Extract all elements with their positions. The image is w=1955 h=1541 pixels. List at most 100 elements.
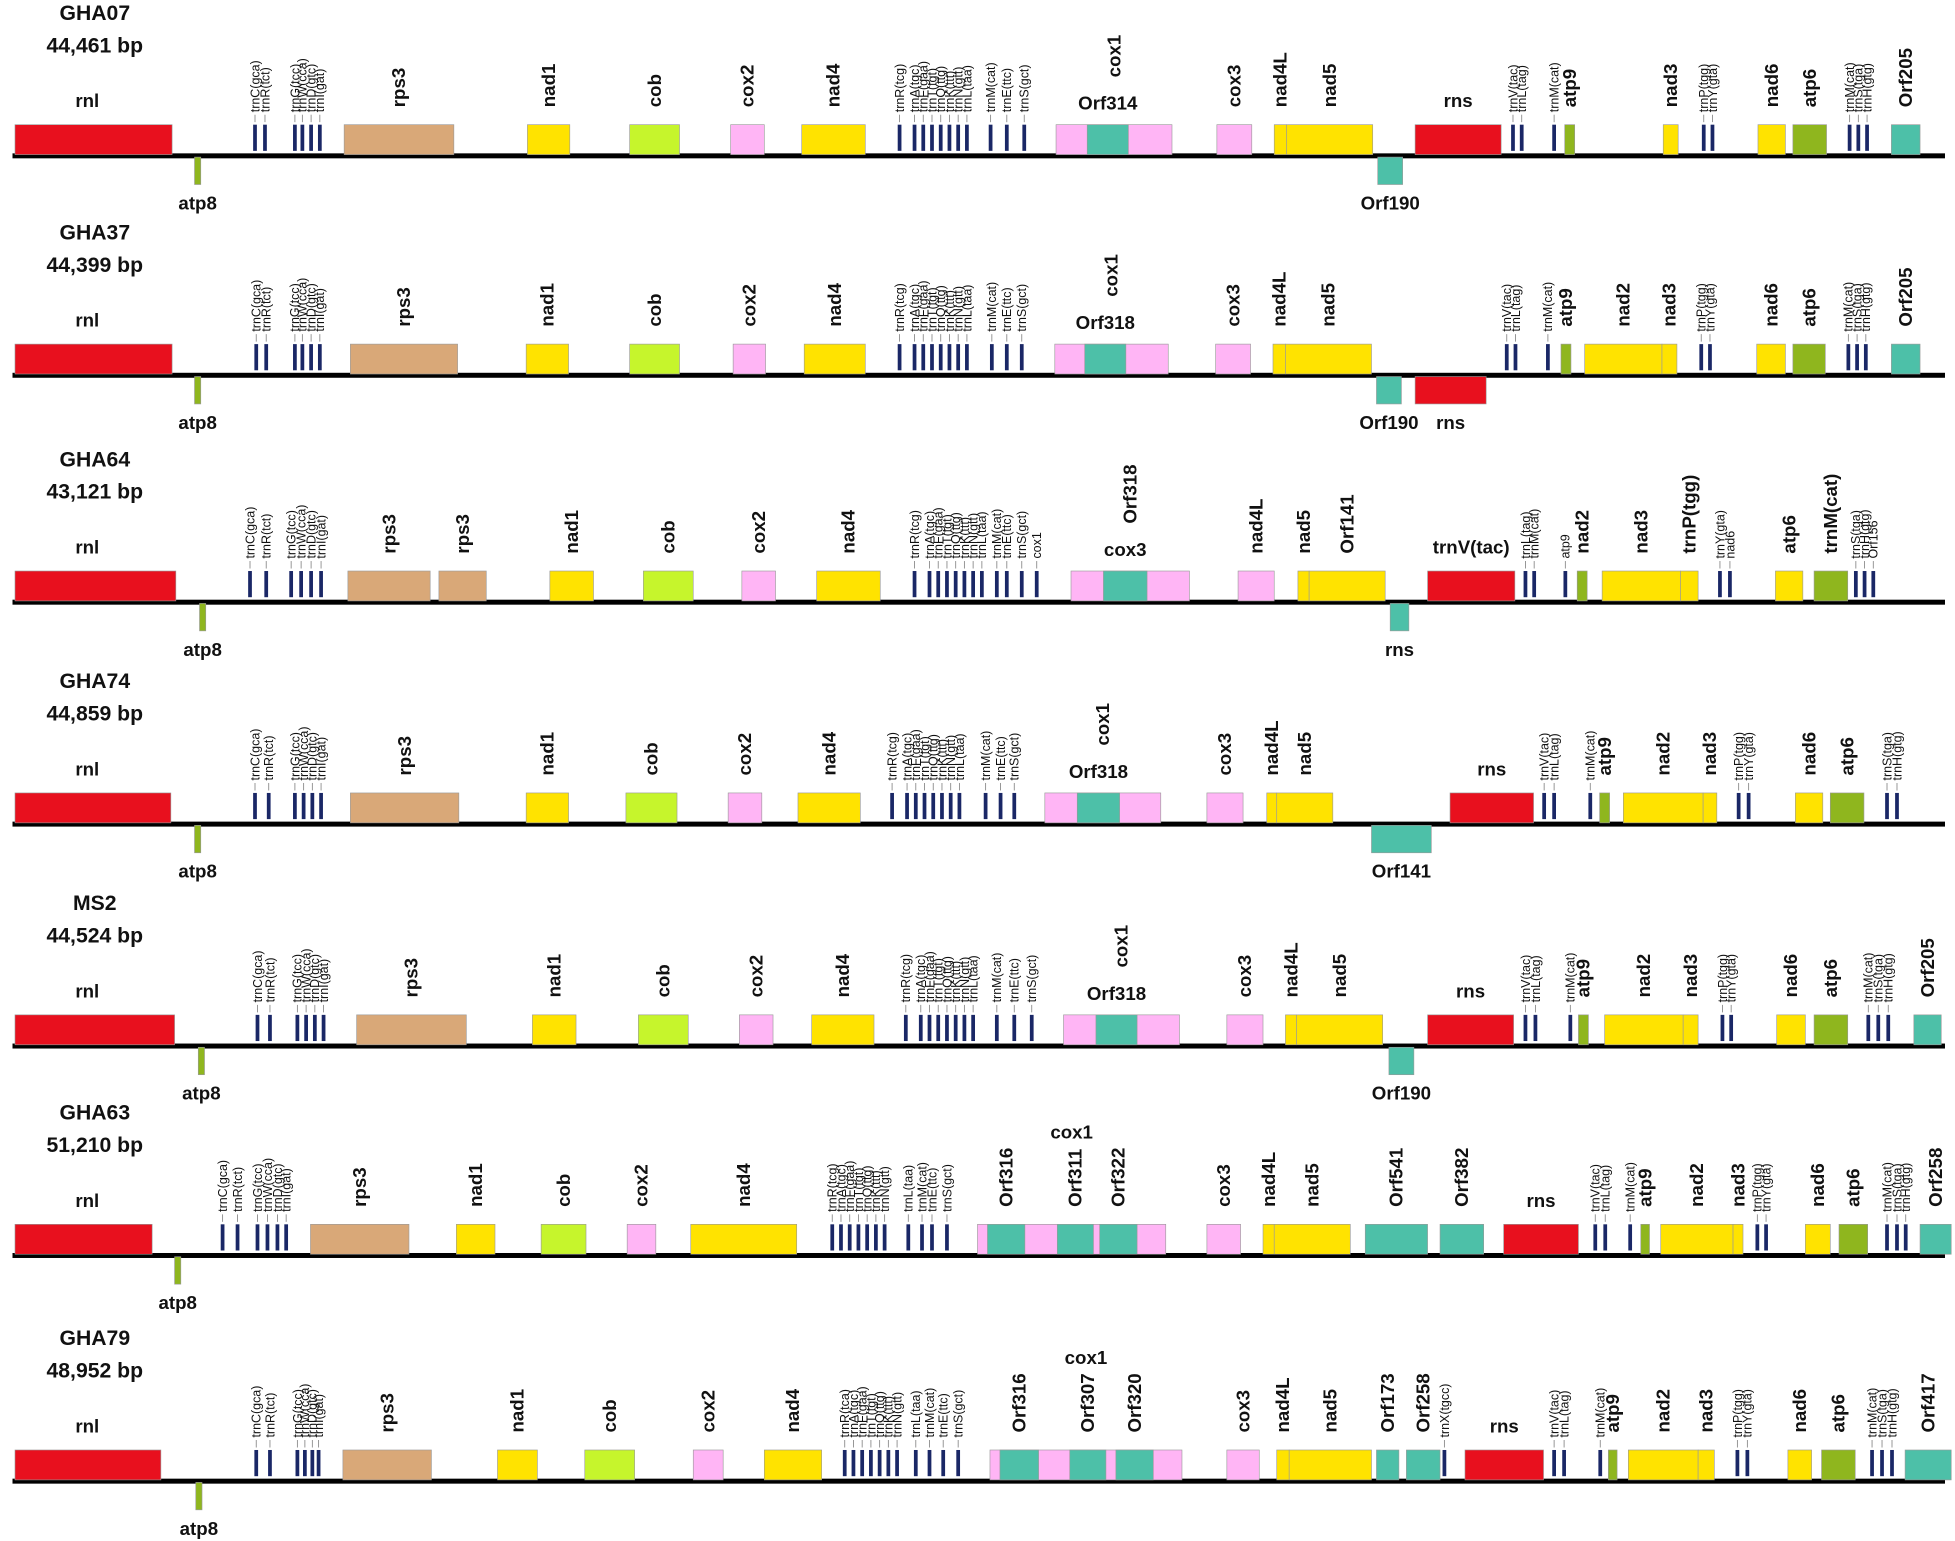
trna-label: trnS(tga)	[1850, 283, 1864, 331]
trna-bar	[263, 124, 267, 151]
gene-box	[1680, 570, 1699, 602]
trna-bar	[1034, 571, 1039, 598]
gene-label: rns	[1490, 1416, 1519, 1437]
strain-name: GHA07	[59, 2, 130, 25]
trna-bar	[310, 1449, 315, 1477]
trna-label: trnP(tgg)	[1716, 954, 1730, 1002]
trna-bar	[316, 1449, 321, 1477]
trna-bar	[264, 571, 269, 598]
trna-label: trnM(cat)	[1843, 62, 1857, 112]
trna-label: trnD(gtc)	[304, 64, 318, 112]
trna-bar	[956, 124, 961, 151]
strain-name: GHA79	[59, 1327, 130, 1350]
trna-bar	[1519, 124, 1524, 151]
trna-bar	[860, 1449, 865, 1477]
trna-label: trnT(tgt)	[864, 1393, 878, 1437]
trna-label: trnL(taa)	[953, 733, 967, 780]
trna-label: trnI(gat)	[314, 737, 328, 781]
trna-label: nad6	[1723, 531, 1737, 559]
gene-box	[1584, 343, 1663, 375]
trna-label: trnI(gat)	[313, 69, 327, 113]
trna-bar	[962, 571, 967, 598]
trna-label: cox1	[1030, 532, 1044, 558]
trna-bar	[1745, 1449, 1750, 1477]
trna-label: trnY(gta)	[1759, 1163, 1773, 1211]
trna-label: trnX(tgcc)	[1438, 1384, 1452, 1438]
gene-box	[1286, 124, 1374, 155]
trna-label: trnL(tag)	[1529, 955, 1543, 1002]
trna-bar	[1866, 1014, 1871, 1042]
trna-label: trnA(tgc)	[834, 1164, 848, 1212]
trna-label: trnR(tct)	[263, 957, 277, 1002]
strain-name: MS2	[73, 892, 117, 915]
trna-label: trnH(gtg)	[1890, 731, 1904, 780]
trna-bar	[994, 571, 999, 598]
trna-bar	[936, 571, 941, 598]
trna-label: trnR(tct)	[262, 736, 276, 781]
gene-label: Orf382	[1451, 1148, 1472, 1207]
trna-bar	[994, 1014, 999, 1042]
trna-bar	[1593, 1224, 1598, 1251]
trna-bar	[1019, 571, 1024, 598]
trna-bar	[1755, 1224, 1760, 1251]
gene-label: rnl	[75, 758, 99, 779]
trna-label: trnQ(ttg)	[861, 1165, 875, 1211]
gene-label: trnP(tgg)	[1679, 475, 1700, 554]
trna-label: trnS(tga)	[1872, 954, 1886, 1002]
gene-label: atp8	[182, 1083, 220, 1104]
trna-bar	[255, 1224, 260, 1251]
trna-bar	[921, 344, 926, 371]
trna-label: trnG(tcc)	[288, 283, 302, 331]
gene-label: nad1	[538, 64, 559, 108]
trna-bar	[1736, 792, 1741, 820]
trna-bar	[1004, 344, 1009, 371]
trna-label: trnL(taa)	[909, 1390, 923, 1437]
trna-bar	[1562, 1449, 1566, 1477]
gene-label: Orf320	[1124, 1373, 1145, 1432]
trna-label: trnM(cat)	[1865, 1388, 1879, 1438]
gene-label: nad1	[465, 1163, 486, 1207]
trna-label: trnF(gaa)	[932, 507, 946, 558]
gene-label: cox3	[1222, 284, 1243, 327]
gene-box	[1776, 1014, 1806, 1046]
gene-label: Orf258	[1412, 1373, 1433, 1432]
trna-label: trnM(cat)	[1594, 1388, 1608, 1438]
trna-bar	[265, 1224, 270, 1251]
trna-label: trnW(cca)	[297, 727, 311, 781]
genome-size: 44,859 bp	[47, 703, 144, 726]
gene-box	[816, 570, 881, 602]
gene-box	[1288, 1449, 1372, 1481]
gene-box	[356, 1014, 467, 1046]
trna-bar	[947, 344, 952, 371]
trna-bar	[869, 1449, 873, 1477]
gene-label: nad5	[1320, 1389, 1341, 1433]
trna-bar	[962, 1014, 967, 1042]
genome-line	[12, 1252, 1945, 1258]
trna-bar	[268, 1449, 272, 1477]
trna-label: trnM(cat)	[990, 953, 1004, 1003]
trna-bar	[912, 571, 917, 598]
gene-box	[194, 156, 202, 185]
trna-bar	[953, 571, 958, 598]
gene-box	[811, 1014, 875, 1046]
trna-bar	[965, 344, 969, 371]
gene-label: nad5	[1301, 1163, 1322, 1207]
gene-label: cox1	[1103, 35, 1124, 78]
gene-label: Orf316	[995, 1148, 1016, 1207]
gene-label: rps3	[393, 287, 414, 326]
trna-bar	[945, 571, 949, 598]
gene-label: atp8	[183, 639, 221, 660]
gene-box	[1604, 1014, 1684, 1046]
trna-bar	[851, 1449, 856, 1477]
trna-bar	[1895, 792, 1899, 820]
gene-box	[195, 1482, 203, 1511]
gene-label: nad5	[1293, 510, 1314, 554]
gene-box	[14, 570, 177, 602]
trna-label: trnH(gtg)	[1885, 1388, 1899, 1437]
trna-label: trnA(tgc)	[908, 284, 922, 332]
trna-label: trnY(gta)	[1725, 954, 1739, 1002]
trna-label: trnQ(ttg)	[949, 512, 963, 558]
trna-label: trnL(tag)	[1599, 1165, 1613, 1212]
trna-bar	[254, 1449, 259, 1477]
